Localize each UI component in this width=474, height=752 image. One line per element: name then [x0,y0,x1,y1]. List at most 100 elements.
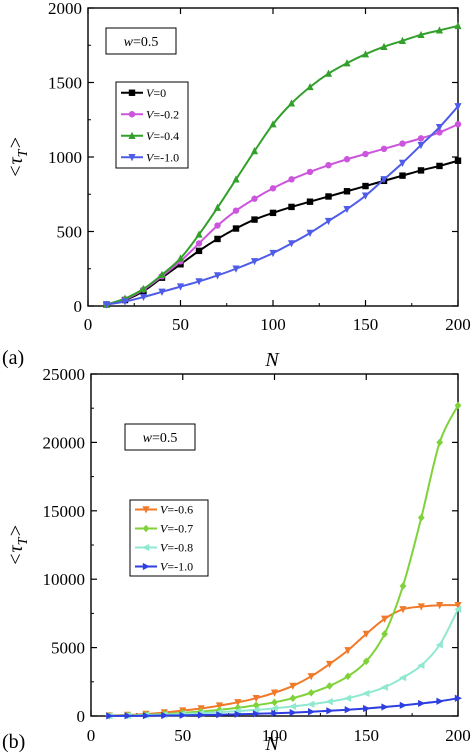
legend: V=-0.6 V=-0.7 V=-0.8 V=-1.0 [129,499,209,577]
data-point [398,159,407,167]
y-tick-label: 5000 [51,639,85,658]
data-point [176,254,185,262]
panel-label: (b) [2,731,25,752]
data-point [307,688,315,697]
data-point [324,217,333,226]
data-point [361,192,370,200]
data-point [233,707,241,715]
data-point [216,711,224,719]
data-point [307,700,315,708]
series-4 [102,103,462,309]
data-point [436,129,443,136]
y-tick-label: 20000 [43,433,86,452]
data-point [418,699,426,708]
data-point [362,689,370,698]
data-point [121,298,129,306]
legend-swatch-marker [142,562,150,571]
data-point [454,605,462,613]
annotation-text: w=0.5 [143,431,178,446]
data-point [398,674,407,682]
data-point [251,216,258,223]
data-point [287,99,296,107]
data-point [343,205,351,214]
data-point [195,278,203,286]
data-point [399,140,406,147]
data-point [325,193,332,200]
data-point [435,26,444,34]
data-point [325,161,332,169]
data-point [142,712,151,720]
data-point [417,513,425,522]
data-point [158,270,166,278]
x-tick-label: 200 [445,726,471,745]
legend-swatch-marker [142,506,150,514]
data-point [307,673,315,681]
data-point [399,701,407,709]
annotation-box [124,423,196,451]
y-tick-label: 25000 [43,365,86,384]
data-point [139,284,148,293]
data-point [344,706,352,714]
data-point [454,121,462,128]
data-point [251,195,258,202]
data-point [288,203,295,211]
data-point [326,682,333,690]
legend-swatch-marker [128,154,136,162]
data-point [362,630,370,638]
legend-label: V=-0.4 [146,129,179,143]
data-point [139,293,148,302]
data-point [399,172,406,179]
x-tick-label: 100 [262,726,288,745]
data-point [436,438,444,447]
data-point [435,124,444,132]
data-point [344,647,352,655]
chart-panel-1: 0 50 100 150 2000500100015002000N<τT>(a)w=0.… [2,0,471,371]
x-tick-label: 100 [260,315,286,334]
data-point [234,699,242,707]
data-point [269,120,277,128]
data-point [454,694,462,702]
data-point [214,222,221,229]
data-point [381,615,389,623]
data-point [250,147,259,155]
y-tick-label: 0 [77,707,86,726]
data-point [417,135,425,142]
data-point [454,157,462,164]
data-point [417,603,425,611]
data-point [213,203,222,211]
legend-label: V=-0.6 [160,503,193,517]
data-point [344,672,352,681]
data-point [362,657,370,666]
data-point [399,582,407,590]
legend-label: V=0 [146,86,166,100]
data-point [399,606,407,614]
legend-label: V=-1.0 [146,150,179,164]
data-point [250,258,259,266]
y-tick-label: 500 [57,223,83,242]
data-point [214,235,221,243]
data-point [380,683,388,691]
data-point [269,209,277,217]
legend-swatch-marker [128,89,136,96]
legend-swatch-marker [128,111,136,118]
data-point [195,240,203,247]
data-point [436,601,444,610]
data-point [417,661,425,669]
data-point [362,150,369,158]
data-point [454,401,462,410]
data-point [435,641,443,649]
data-point [102,301,111,309]
data-point [252,706,260,714]
annotation-box [105,27,177,55]
series-3 [105,605,462,720]
legend-swatch-marker [142,543,150,552]
y-axis-title: <τT> [5,136,31,178]
data-point [325,660,334,669]
data-point [106,712,114,720]
data-point [343,156,351,163]
data-point [398,36,407,44]
data-point [216,706,223,714]
data-point [215,702,224,710]
data-point [436,162,443,170]
panel-label: (a) [2,347,24,369]
